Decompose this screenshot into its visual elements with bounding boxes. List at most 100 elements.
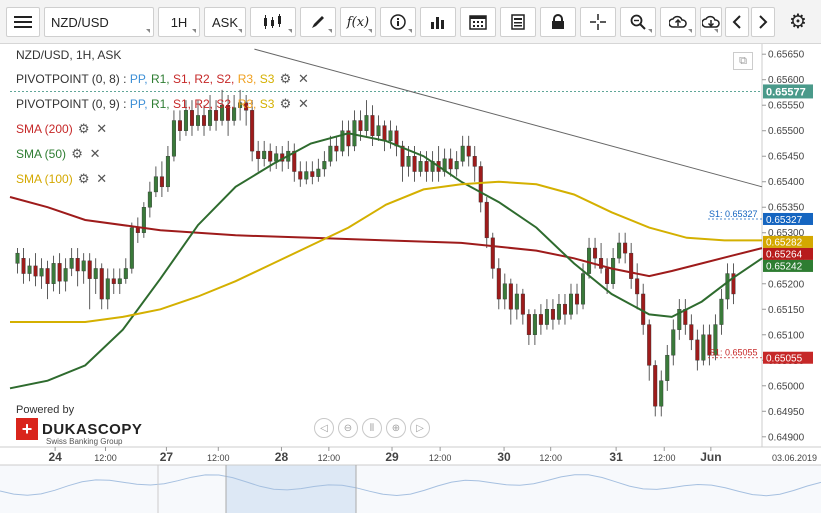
draw-tool-button[interactable] bbox=[300, 7, 336, 37]
price-side-selector[interactable]: ASK bbox=[204, 7, 246, 37]
crosshair-button[interactable] bbox=[580, 7, 616, 37]
candle bbox=[388, 130, 393, 142]
x-tick-label: Jun bbox=[700, 450, 721, 464]
candle bbox=[562, 303, 567, 315]
candle bbox=[93, 268, 98, 279]
popout-button[interactable]: ⧉ bbox=[733, 52, 753, 70]
pan-right-button[interactable]: ▷ bbox=[410, 418, 430, 438]
zoom-in-button[interactable]: ⊕ bbox=[386, 418, 406, 438]
price-tag bbox=[763, 84, 813, 99]
swiss-cross-icon: + bbox=[16, 418, 38, 440]
price-chart[interactable]: 0.65650 0.65600 0.65550 0.65500 0.65450 0.654… bbox=[0, 44, 821, 513]
gear-icon[interactable]: ⚙ bbox=[279, 96, 292, 111]
close-icon[interactable]: ✕ bbox=[96, 121, 108, 136]
x-tick-label: 12:00 bbox=[429, 453, 452, 463]
candle bbox=[635, 278, 640, 295]
price-tag bbox=[763, 259, 813, 272]
dukascopy-logo: Powered by + DUKASCOPY Swiss Banking Gro… bbox=[16, 404, 142, 446]
chart-type-button[interactable] bbox=[250, 7, 296, 37]
settings-button[interactable]: ⚙ bbox=[783, 7, 813, 37]
candle bbox=[671, 329, 676, 356]
candle bbox=[514, 293, 519, 310]
reset-zoom-button[interactable]: ⦀ bbox=[362, 418, 382, 438]
candle bbox=[358, 120, 363, 131]
chart-title: NZD/USD, 1H, ASK bbox=[16, 48, 122, 62]
y-tick-label: 0.65000 bbox=[768, 381, 805, 392]
candle bbox=[292, 150, 297, 172]
legend-name: PIVOTPOINT (0, 8) bbox=[16, 72, 120, 86]
chart-area[interactable]: 0.65650 0.65600 0.65550 0.65500 0.65450 0.654… bbox=[0, 44, 821, 513]
legend-part: PP, bbox=[129, 72, 151, 86]
candle bbox=[677, 309, 682, 330]
x-tick-label: 12:00 bbox=[207, 453, 230, 463]
x-tick-label: 29 bbox=[385, 450, 399, 464]
brand-subtitle: Swiss Banking Group bbox=[46, 437, 123, 446]
candle bbox=[220, 105, 225, 121]
candle bbox=[478, 166, 483, 203]
scroll-left-button[interactable] bbox=[725, 7, 749, 37]
zoom-out-button[interactable]: ⊖ bbox=[338, 418, 358, 438]
zoom-button[interactable] bbox=[620, 7, 656, 37]
gear-icon[interactable]: ⚙ bbox=[77, 171, 90, 186]
candle bbox=[472, 156, 477, 167]
price-side-label: ASK bbox=[211, 14, 238, 30]
candlestick-icon bbox=[264, 14, 281, 29]
candle bbox=[153, 176, 158, 193]
x-tick-label: 30 bbox=[497, 450, 511, 464]
y-tick-label: 0.65100 bbox=[768, 330, 805, 341]
candle bbox=[611, 258, 616, 284]
gear-icon[interactable]: ⚙ bbox=[77, 121, 90, 136]
candle bbox=[538, 314, 543, 325]
legend-name: SMA (50) bbox=[16, 147, 67, 161]
navigator-window bbox=[226, 465, 356, 513]
lock-button[interactable] bbox=[540, 7, 576, 37]
candle bbox=[731, 273, 736, 295]
volume-button[interactable] bbox=[420, 7, 456, 37]
legend-part: S1, bbox=[172, 72, 195, 86]
upload-button[interactable] bbox=[660, 7, 696, 37]
legend-row: SMA (100) ⚙ ✕ bbox=[16, 170, 109, 188]
x-tick-label: 12:00 bbox=[539, 453, 562, 463]
candle bbox=[214, 110, 219, 121]
candle bbox=[448, 158, 453, 170]
series-line bbox=[9, 196, 763, 278]
close-icon[interactable]: ✕ bbox=[96, 171, 108, 186]
candle bbox=[629, 252, 634, 279]
scroll-right-button[interactable] bbox=[751, 7, 775, 37]
crosshair-icon bbox=[590, 14, 606, 30]
candle bbox=[647, 324, 652, 366]
calendar-button[interactable] bbox=[460, 7, 496, 37]
candle bbox=[581, 273, 586, 305]
candle bbox=[653, 365, 658, 407]
close-icon[interactable]: ✕ bbox=[297, 71, 309, 86]
menu-icon[interactable] bbox=[6, 7, 40, 37]
candle bbox=[63, 268, 68, 282]
candle bbox=[346, 130, 351, 147]
download-button[interactable] bbox=[700, 7, 722, 37]
pencil-icon bbox=[312, 16, 324, 28]
candle bbox=[69, 258, 74, 269]
close-icon[interactable]: ✕ bbox=[297, 96, 309, 111]
candle bbox=[129, 227, 134, 269]
candle bbox=[328, 145, 333, 162]
x-tick-label: 12:00 bbox=[318, 453, 341, 463]
close-icon[interactable]: ✕ bbox=[89, 146, 101, 161]
info-button[interactable] bbox=[380, 7, 416, 37]
legend-part: R1, bbox=[150, 97, 173, 111]
y-tick-label: 0.65300 bbox=[768, 228, 805, 239]
candle bbox=[189, 110, 194, 126]
candle bbox=[544, 309, 549, 325]
gear-icon[interactable]: ⚙ bbox=[279, 71, 292, 86]
series-line bbox=[9, 132, 763, 390]
indicators-button[interactable]: f(x) bbox=[340, 7, 376, 37]
candle bbox=[322, 161, 327, 170]
x-tick-label: 24 bbox=[48, 450, 62, 464]
gear-icon[interactable]: ⚙ bbox=[71, 146, 83, 161]
symbol-selector[interactable]: NZD/USD bbox=[44, 7, 154, 37]
candle bbox=[45, 268, 50, 284]
pan-left-button[interactable]: ◁ bbox=[314, 418, 334, 438]
period-selector[interactable]: 1H bbox=[158, 7, 200, 37]
lock-icon bbox=[552, 14, 564, 29]
brand-name: DUKASCOPY bbox=[42, 420, 143, 438]
templates-button[interactable] bbox=[500, 7, 536, 37]
